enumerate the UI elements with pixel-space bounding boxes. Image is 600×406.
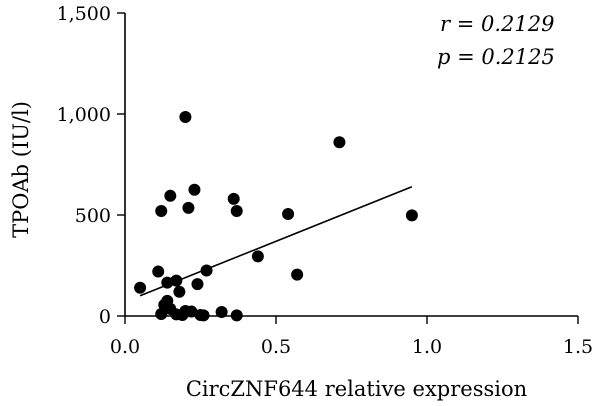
data-point <box>164 189 177 202</box>
data-point <box>197 309 210 322</box>
x-axis-label: CircZNF644 relative expression <box>186 377 527 401</box>
y-tick-label: 1,000 <box>57 104 111 126</box>
y-axis-label: TPOAb (IU/l) <box>9 101 33 238</box>
p-value-label: p = 0.2125 <box>437 45 555 69</box>
y-tick-label: 500 <box>75 205 111 227</box>
x-tick-label: 1.5 <box>563 336 593 358</box>
ticks: 0 500 1,000 1,500 0.0 0.5 1.0 1.5 <box>57 3 594 358</box>
data-point <box>251 250 264 263</box>
data-point <box>282 207 295 220</box>
y-tick-label: 0 <box>99 306 111 328</box>
data-point <box>230 309 243 322</box>
data-points <box>134 111 418 322</box>
data-point <box>188 183 201 196</box>
data-point <box>152 265 165 278</box>
x-tick-label: 1.0 <box>412 336 442 358</box>
data-point <box>176 308 189 321</box>
data-point <box>291 268 304 281</box>
data-point <box>333 136 346 149</box>
data-point <box>230 204 243 217</box>
data-point <box>227 192 240 205</box>
y-tick-label: 1,500 <box>57 3 111 25</box>
regression-line <box>139 185 413 297</box>
data-point <box>173 285 186 298</box>
data-point <box>185 305 198 318</box>
x-tick-label: 0.5 <box>261 336 291 358</box>
correlation-r-label: r = 0.2129 <box>440 12 554 36</box>
data-point <box>405 209 418 222</box>
data-point <box>155 204 168 217</box>
data-point <box>155 307 168 320</box>
data-point <box>215 305 228 318</box>
data-point <box>179 111 192 124</box>
data-point <box>191 278 204 291</box>
x-tick-label: 0.0 <box>110 336 140 358</box>
data-point <box>182 201 195 214</box>
data-point <box>134 281 147 294</box>
